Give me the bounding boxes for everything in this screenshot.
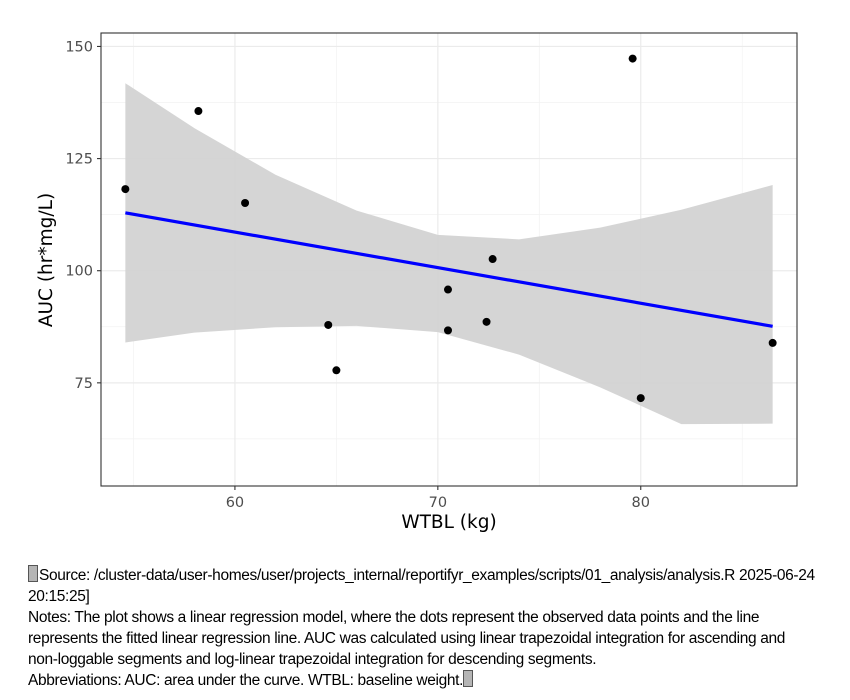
x-tick-label: 60 [226,495,244,511]
data-point [324,320,333,329]
notes-line: Notes: The plot shows a linear regressio… [28,607,818,670]
data-point [628,54,637,63]
selection-marker [28,565,38,582]
x-axis-ticks: 60 70 80 [226,486,650,511]
y-tick-label: 150 [65,39,93,55]
abbreviations-line: Abbreviations: AUC: area under the curve… [28,670,818,691]
y-tick-label: 75 [75,376,93,392]
data-point [482,317,491,326]
x-axis-title: WTBL (kg) [401,512,496,533]
y-axis-ticks: 75 100 125 150 [65,39,101,392]
regression-line [125,211,773,328]
data-point [194,107,203,116]
data-point [241,198,250,207]
data-point [768,338,777,347]
y-tick-label: 125 [65,152,93,168]
x-tick-label: 80 [632,495,650,511]
data-point [443,285,452,294]
data-point [121,185,130,194]
source-text: Source: /cluster-data/user-homes/user/pr… [28,567,815,605]
data-point [443,326,452,335]
data-point [332,366,341,375]
scatter-plot: 60 70 80 75 100 125 150 WTBL (kg) AUC (hr*mg/… [36,32,798,533]
selection-marker [463,670,474,687]
abbreviations-text: Abbreviations: AUC: area under the curve… [28,672,464,689]
panel-border [100,32,798,487]
notes-text: Notes: The plot shows a linear regressio… [28,609,786,668]
data-point [636,394,645,403]
source-line: Source: /cluster-data/user-homes/user/pr… [28,565,818,607]
y-tick-label: 100 [65,264,93,280]
x-tick-label: 70 [429,495,447,511]
data-points [121,54,777,403]
figure-footnote: Source: /cluster-data/user-homes/user/pr… [28,565,818,691]
y-axis-title: AUC (hr*mg/L) [36,193,57,327]
data-point [488,255,497,264]
confidence-band [125,83,773,425]
